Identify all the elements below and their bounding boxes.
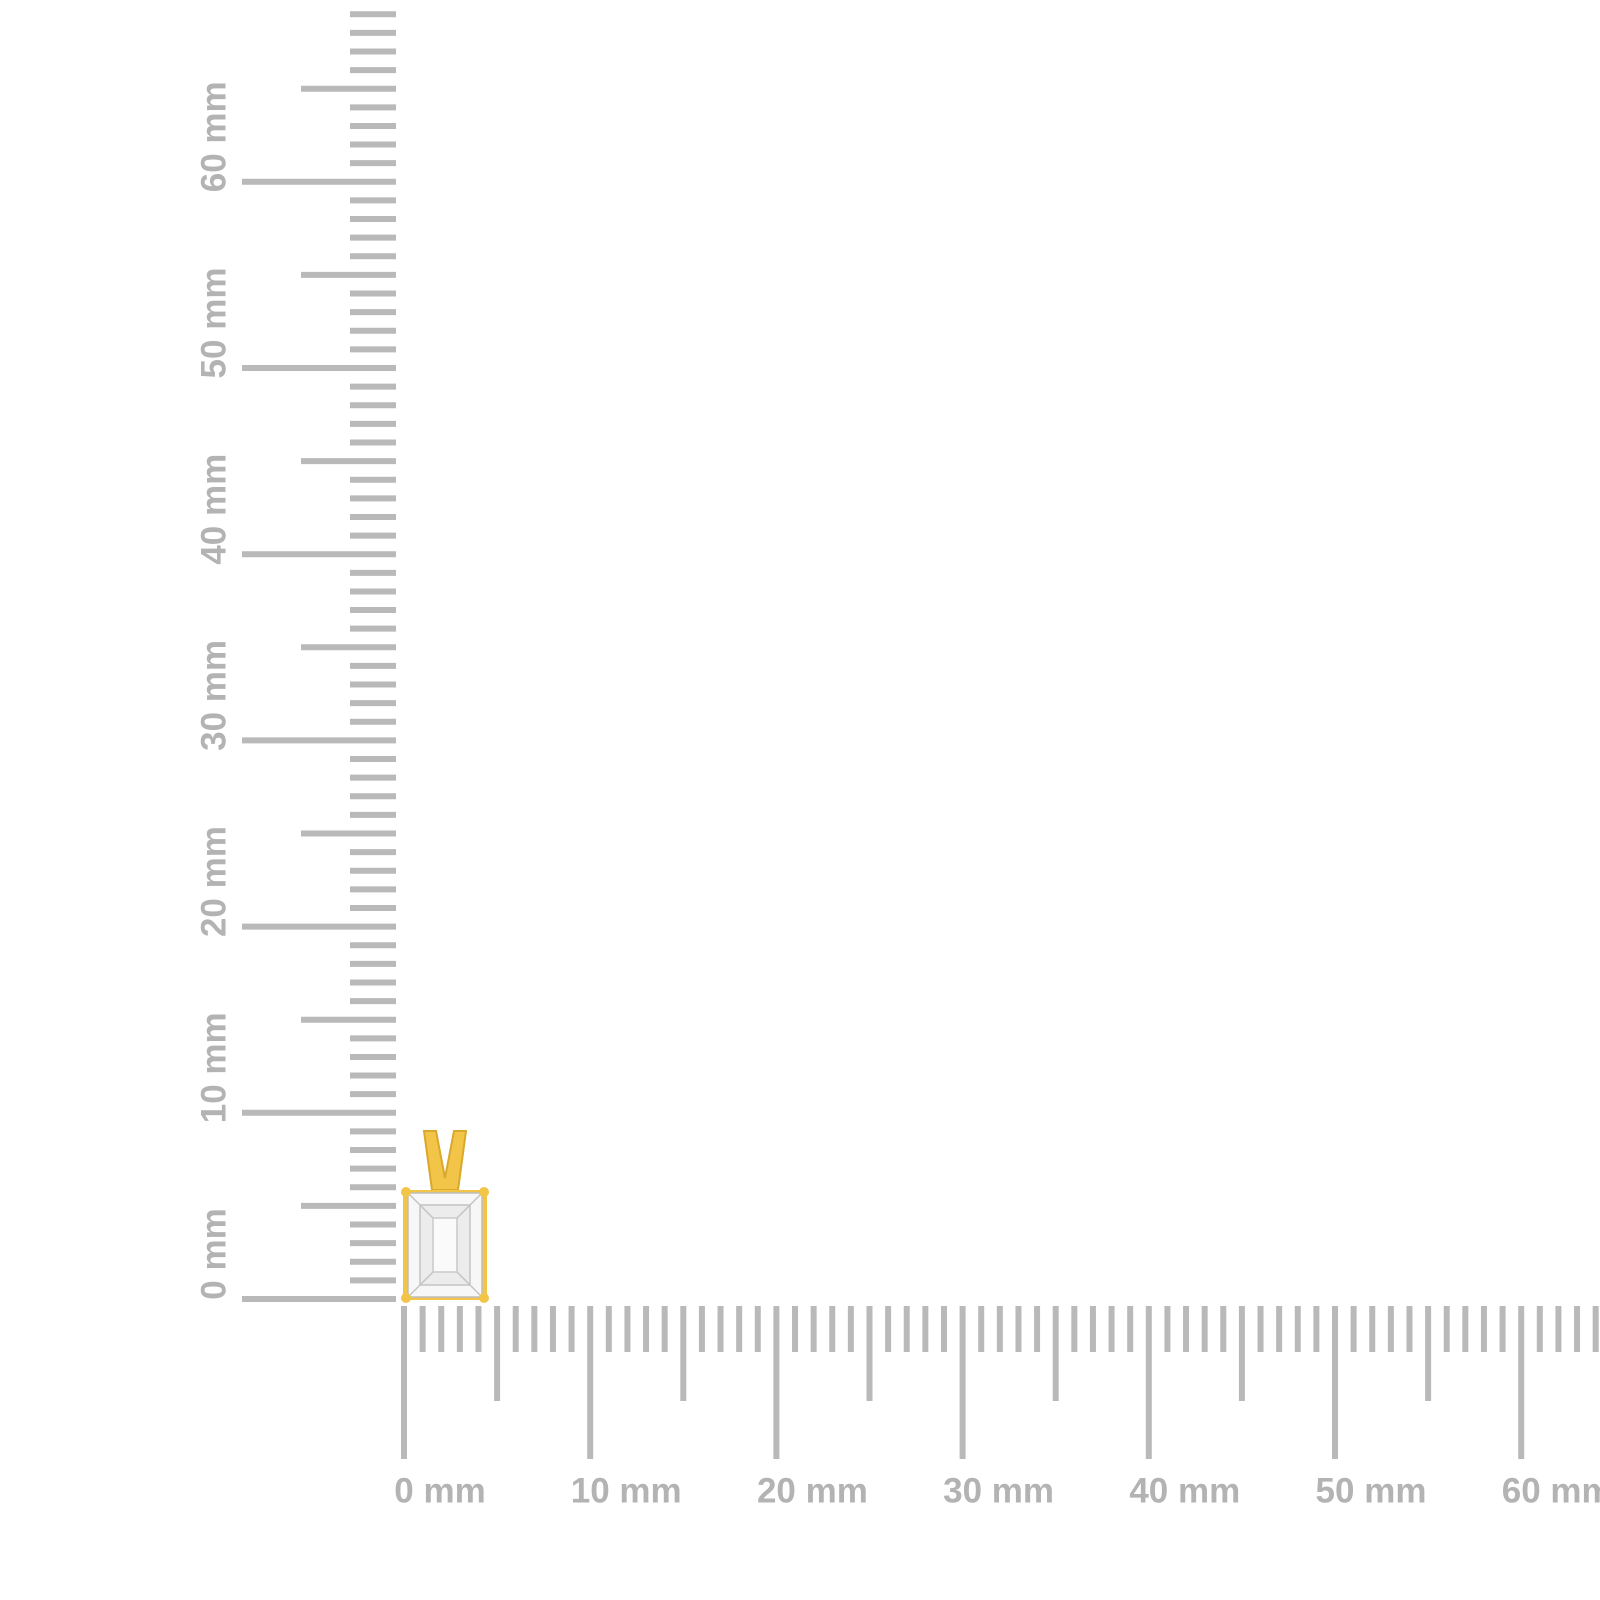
prong — [479, 1187, 489, 1197]
prong — [401, 1293, 411, 1303]
v-ruler-label: 20 mm — [194, 826, 233, 937]
h-ruler-label: 0 mm — [394, 1471, 485, 1510]
gem-lines — [407, 1192, 483, 1298]
rulers: 0 mm 10 mm 20 mm 30 mm 40 mm 50 mm 60 mm 0 mm 10… — [194, 11, 1600, 1510]
v-ruler-label: 50 mm — [194, 268, 233, 379]
h-ruler-label: 40 mm — [1129, 1471, 1240, 1510]
h-ruler-label: 10 mm — [571, 1471, 682, 1510]
h-ruler-label: 20 mm — [757, 1471, 868, 1510]
prong — [401, 1187, 411, 1197]
v-ruler-label: 0 mm — [194, 1208, 233, 1299]
gem-table — [432, 1217, 458, 1273]
v-ruler-label: 10 mm — [194, 1012, 233, 1123]
v-ruler-label: 30 mm — [194, 640, 233, 751]
pendant — [401, 1130, 489, 1303]
h-ruler-label: 60 mm — [1502, 1471, 1600, 1510]
prong — [479, 1293, 489, 1303]
h-ruler-label: 50 mm — [1316, 1471, 1427, 1510]
h-ruler-label: 30 mm — [943, 1471, 1054, 1510]
v-ruler-label: 40 mm — [194, 454, 233, 565]
v-ruler-label: 60 mm — [194, 81, 233, 192]
